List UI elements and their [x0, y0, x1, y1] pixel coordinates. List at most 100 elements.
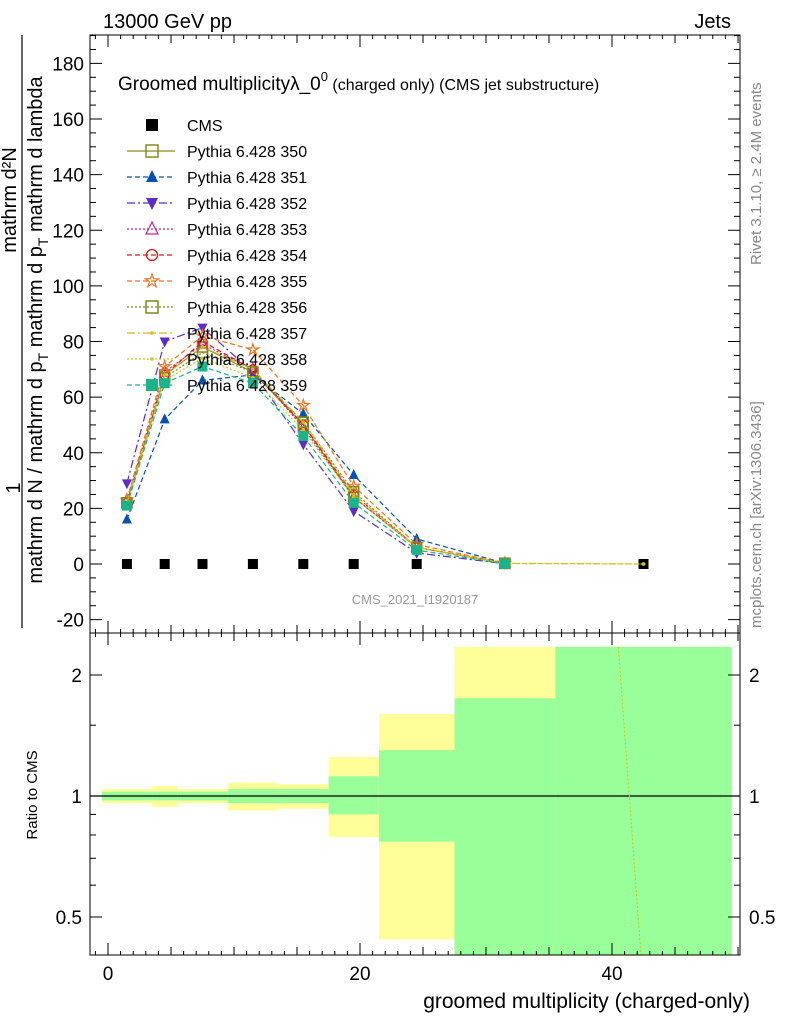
legend-entry: Pythia 6.428 351: [127, 170, 307, 187]
data-point: [499, 558, 510, 569]
data-point: [245, 341, 261, 357]
legend-label: CMS: [187, 118, 223, 135]
data-point: [159, 378, 170, 389]
y-tick-label: 140: [52, 166, 84, 187]
data-point: [348, 469, 359, 479]
data-point: [194, 327, 211, 343]
series-line: [126, 365, 505, 565]
series-line: [126, 346, 506, 564]
data-point: [159, 413, 170, 424]
data-point: [159, 337, 170, 348]
legend-label: Pythia 6.428 354: [187, 248, 307, 265]
data-point: [121, 479, 132, 490]
legend-entry: Pythia 6.428 359: [127, 378, 307, 395]
data-point: [351, 492, 356, 497]
ratio-bands: [101, 646, 732, 955]
series-line: [126, 326, 505, 565]
y-tick-label: 80: [63, 333, 84, 354]
legend-label: Pythia 6.428 355: [187, 274, 307, 291]
data-point: [411, 559, 422, 569]
y-tick-label: 100: [52, 277, 84, 298]
ratio-band-inner: [555, 646, 732, 955]
plot-title-suffix: (charged only) (CMS jet substructure): [328, 77, 599, 94]
legend-label: Pythia 6.428 353: [187, 222, 307, 239]
data-point: [348, 559, 359, 569]
y-tick-label: 0: [73, 555, 84, 576]
plot-title: Groomed multiplicityλ_00 (charged only) …: [118, 69, 599, 95]
x-tick-label: 0: [103, 964, 114, 985]
plot-title-main: Groomed multiplicityλ_0: [118, 74, 321, 95]
watermark: CMS_2021_I1920187: [352, 592, 479, 607]
data-point: [348, 507, 359, 518]
legend-marker: [145, 144, 159, 158]
legend-marker: [145, 220, 159, 235]
x-axis-label: groomed multiplicity (charged-only): [423, 990, 750, 1013]
y-tick-label: 120: [52, 221, 84, 242]
data-point: [121, 559, 132, 569]
y-tick-label: 60: [63, 388, 84, 409]
ratio-y-axis-label: Ratio to CMS: [24, 750, 41, 839]
series-line: [126, 374, 506, 564]
legend-label: Pythia 6.428 359: [187, 378, 307, 395]
legend-marker: [146, 119, 158, 131]
series-pythia-6-428-351: [121, 368, 510, 568]
legend-label: Pythia 6.428 352: [187, 196, 307, 213]
data-point: [197, 361, 208, 372]
data-point: [298, 440, 309, 451]
y-label-denominator: mathrm d N / mathrm d pT mathrm d pT mat…: [25, 75, 51, 583]
legend-marker: [145, 300, 159, 314]
ratio-tick-label-right: 2: [749, 666, 760, 687]
legend-marker: [150, 357, 154, 361]
energy-label: 13000 GeV pp: [103, 11, 232, 33]
data-point: [247, 378, 258, 389]
legend-entry: Pythia 6.428 350: [127, 144, 307, 161]
data-point: [197, 559, 208, 569]
rivet-label: Rivet 3.1.10, ≥ 2.4M events: [748, 83, 765, 266]
ratio-tick-label: 1: [71, 787, 82, 808]
legend-entry: Pythia 6.428 354: [127, 248, 307, 265]
legend-label: Pythia 6.428 358: [187, 352, 307, 369]
series-line: [126, 335, 506, 564]
legend-marker: [146, 198, 158, 210]
category-label: Jets: [694, 11, 731, 33]
data-point: [159, 559, 170, 569]
ratio-band-inner: [328, 776, 379, 815]
legend-label: Pythia 6.428 357: [187, 326, 307, 343]
main-plot-panel: -20 0 20 40 60 80 100 120 140 160 180 CMS_2021_I19…: [52, 34, 741, 634]
y-label-numerator: mathrm d²N: [0, 147, 21, 253]
series-line: [126, 351, 506, 564]
plot-title-sup: 0: [321, 69, 328, 84]
data-point: [411, 545, 422, 556]
data-point: [346, 478, 362, 493]
data-point: [162, 373, 167, 377]
data-point: [197, 374, 208, 385]
ratio-band-inner: [454, 698, 556, 955]
ratio-tick-label: 0.5: [56, 908, 82, 929]
legend-entry: Pythia 6.428 355: [127, 272, 307, 291]
data-point: [121, 513, 132, 524]
data-point: [297, 416, 310, 428]
x-tick-label: 20: [349, 964, 370, 985]
y-label-numerator-one: 1: [3, 482, 25, 493]
data-point: [641, 562, 646, 566]
data-point: [301, 420, 306, 424]
x-axis: 0 20 40: [94, 633, 739, 985]
data-point: [157, 358, 173, 374]
legend-label: Pythia 6.428 351: [187, 170, 307, 187]
ratio-lines: [90, 646, 740, 956]
data-point: [295, 397, 311, 412]
mcplots-label: mcplots.cern.ch [arXiv:1306.3436]: [748, 401, 765, 628]
data-point: [298, 559, 309, 569]
main-y-axis: -20 0 20 40 60 80 100 120 140 160 180: [52, 35, 740, 633]
series-pythia-6-428-359: [121, 361, 510, 569]
legend-entry: Pythia 6.428 353: [127, 220, 307, 239]
legend-entry: Pythia 6.428 352: [127, 196, 307, 213]
legend-entry: Pythia 6.428 357: [127, 326, 307, 343]
data-point: [251, 367, 255, 372]
data-point: [298, 407, 309, 418]
legend-label: Pythia 6.428 350: [187, 144, 307, 161]
legend: CMS Pythia 6.428 350 Pythia 6.428 351 Pythi…: [127, 118, 307, 395]
ratio-y-axis: 0.5 0.5 1 1 2 2: [56, 666, 776, 929]
data-point: [200, 356, 205, 360]
